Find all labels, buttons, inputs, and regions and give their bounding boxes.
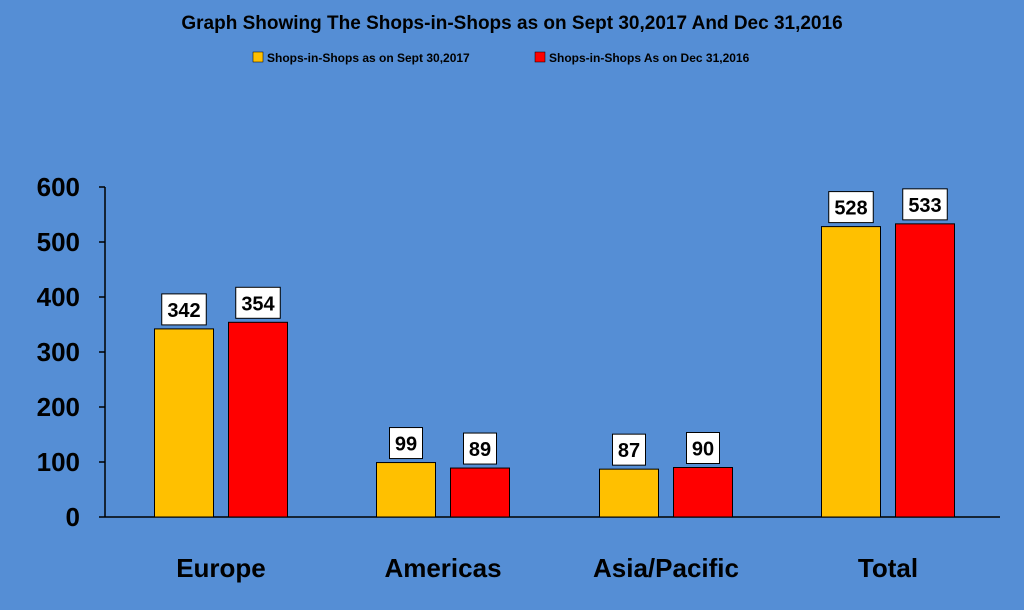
legend-label-2: Shops-in-Shops As on Dec 31,2016 [549,51,750,65]
y-tick-label-3: 300 [37,337,80,367]
legend-swatch-1 [252,51,264,63]
data-label-box-s2-c4 [902,188,948,221]
legend-label-1: Shops-in-Shops as on Sept 30,2017 [267,51,470,65]
x-category-label-1: Europe [176,553,266,583]
bars [154,223,955,518]
data-labels: 342 354 99 89 87 90 528 533 [161,188,948,466]
x-category-label-2: Americas [384,553,501,583]
data-label-box-s2-c3 [686,432,720,464]
y-tick-label-1: 100 [37,447,80,477]
bar-s1-c3 [599,468,659,518]
bar-s2-c3 [673,467,733,518]
data-label-s1-c2: 99 [395,434,417,456]
y-tick-label-0: 0 [66,502,80,532]
chart-title: Graph Showing The Shops-in-Shops as on S… [181,13,842,34]
data-label-s1-c4: 528 [834,198,867,220]
data-label-box-s1-c2 [389,427,423,460]
data-label-s1-c3: 87 [618,440,640,462]
data-label-s1-c1: 342 [167,300,200,322]
data-label-s2-c2: 89 [469,439,491,461]
data-label-box-s1-c4 [828,191,874,224]
x-category-label-4: Total [858,553,918,583]
data-label-s2-c3: 90 [692,439,714,461]
y-tick-label-6: 600 [37,172,80,202]
legend: Shops-in-Shops as on Sept 30,2017 Shops-i… [252,51,750,65]
y-tick-label-5: 500 [37,227,80,257]
bar-s1-c4 [821,226,881,518]
bar-s1-c2 [376,462,436,518]
bar-s1-c1 [154,328,214,518]
bar-s2-c2 [450,467,510,518]
bar-s2-c1 [228,321,288,518]
data-label-s2-c1: 354 [241,293,275,315]
data-label-box-s2-c1 [235,286,281,319]
data-label-s2-c4: 533 [908,195,941,217]
y-tick-label-4: 400 [37,282,80,312]
data-label-box-s1-c1 [161,293,207,326]
axes: 0 100 200 300 400 500 600 Europe Americas Asia/Pa… [37,172,1000,583]
bar-s2-c4 [895,223,955,518]
legend-swatch-2 [534,51,546,63]
data-label-box-s2-c2 [463,432,497,465]
x-category-label-3: Asia/Pacific [593,553,739,583]
data-label-box-s1-c3 [612,433,646,466]
y-tick-label-2: 200 [37,392,80,422]
